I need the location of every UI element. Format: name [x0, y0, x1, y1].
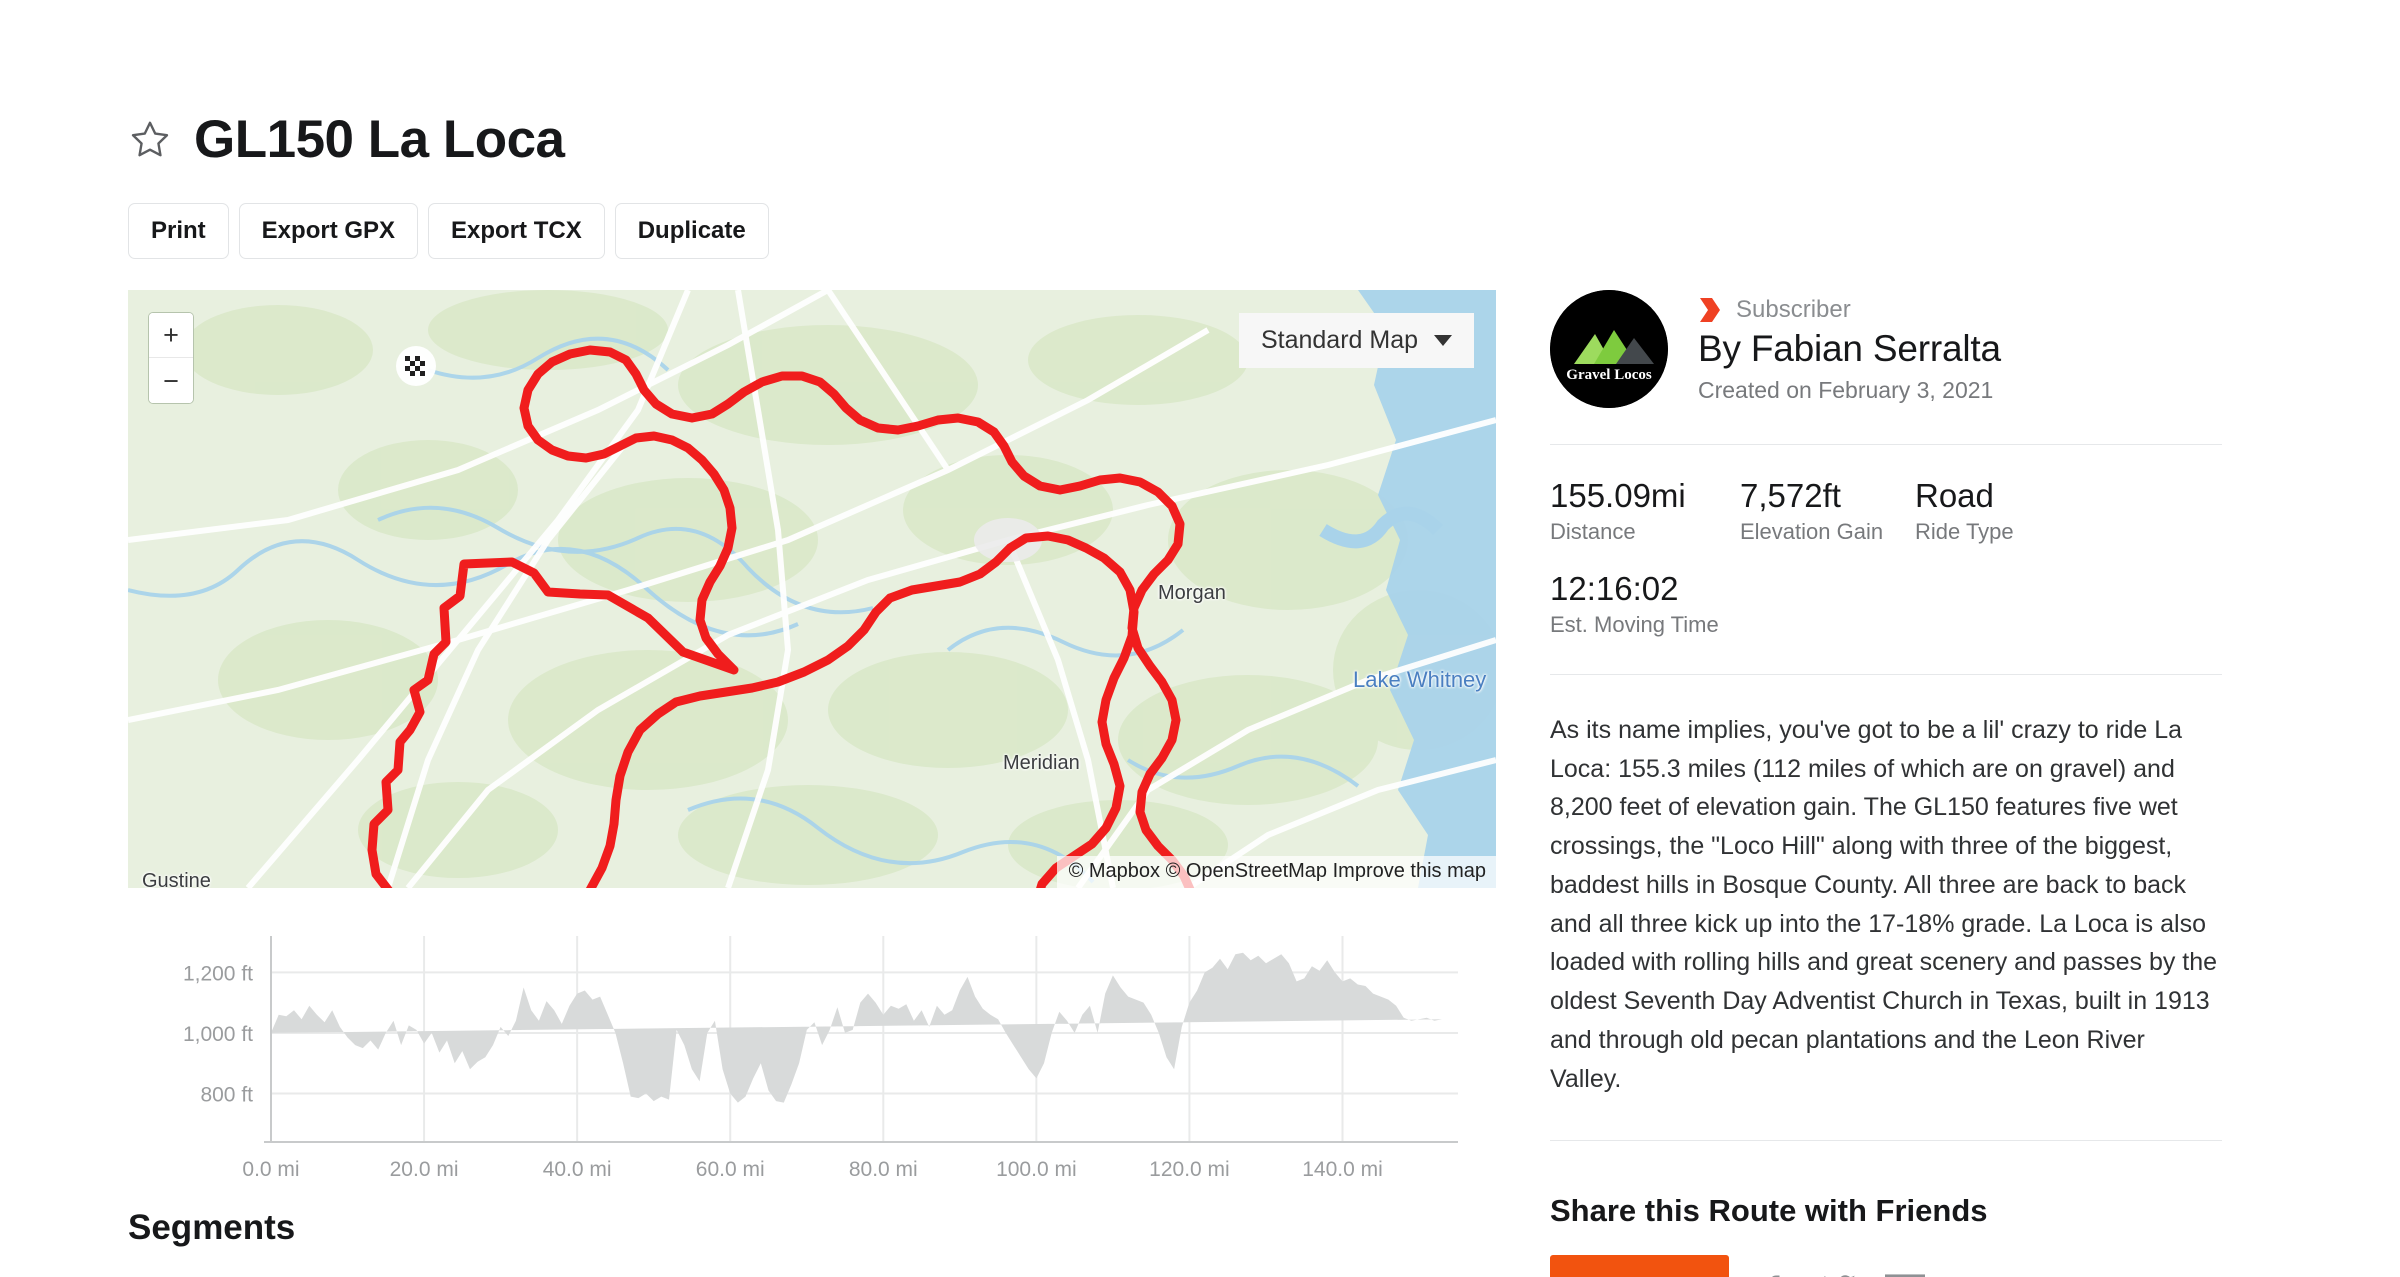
stat-moving-time-value: 12:16:02	[1550, 569, 1679, 607]
print-button[interactable]: Print	[128, 203, 229, 259]
x-tick-labels: 0.0 mi 20.0 mi 40.0 mi 60.0 mi 80.0 mi 100.0 …	[242, 1158, 1382, 1181]
avatar[interactable]: Gravel Locos	[1550, 290, 1668, 408]
svg-text:60.0 mi: 60.0 mi	[696, 1158, 765, 1181]
stat-moving-time: 12:16:02 Est. Moving Time	[1550, 570, 1740, 638]
divider-1	[1550, 444, 2222, 445]
stat-moving-time-label: Est. Moving Time	[1550, 611, 1719, 637]
elevation-area	[271, 952, 1442, 1103]
map-style-label: Standard Map	[1260, 326, 1418, 354]
share-heading: Share this Route with Friends	[1550, 1193, 1988, 1229]
map-label-meridian: Meridian	[1003, 752, 1080, 774]
segments-heading: Segments	[128, 1208, 296, 1247]
svg-text:800 ft: 800 ft	[200, 1084, 253, 1107]
stat-elevation-label: Elevation Gain	[1740, 518, 1884, 544]
map-label-gustine: Gustine	[142, 870, 211, 888]
chevron-down-icon	[1434, 335, 1452, 346]
svg-text:120.0 mi: 120.0 mi	[1149, 1158, 1230, 1181]
svg-text:1,200 ft: 1,200 ft	[183, 962, 253, 985]
svg-text:80.0 mi: 80.0 mi	[849, 1158, 918, 1181]
map-label-lake-whitney: Lake Whitney	[1353, 667, 1487, 692]
checkered-flag-start-icon	[396, 346, 436, 386]
zoom-in-button[interactable]: +	[149, 313, 193, 358]
stat-elevation-gain: 7,572ft Elevation Gain	[1740, 477, 1915, 545]
map-canvas	[128, 290, 1496, 888]
share-row: Share	[1550, 1255, 2222, 1277]
svg-text:20.0 mi: 20.0 mi	[390, 1158, 459, 1181]
facebook-icon[interactable]	[1757, 1271, 1793, 1277]
route-path	[367, 345, 1195, 888]
stat-ride-type-label: Ride Type	[1915, 518, 2014, 544]
map-label-morgan: Morgan	[1158, 582, 1226, 604]
title-row: GL150 La Loca	[128, 113, 565, 166]
stat-ride-type-value: Road	[1915, 477, 1994, 514]
subscriber-chevron-icon	[1700, 298, 1720, 322]
svg-text:40.0 mi: 40.0 mi	[543, 1158, 612, 1181]
svg-text:140.0 mi: 140.0 mi	[1302, 1158, 1383, 1181]
divider-2	[1550, 673, 2222, 675]
created-date: Created on February 3, 2021	[1698, 377, 1994, 403]
action-button-group: Print Export GPX Export TCX Duplicate	[128, 203, 769, 259]
stat-distance-label: Distance	[1550, 518, 1636, 544]
stat-distance-value: 155.09mi	[1550, 477, 1686, 514]
map-zoom-controls: + −	[148, 312, 194, 404]
svg-text:1,000 ft: 1,000 ft	[183, 1023, 253, 1046]
svg-text:100.0 mi: 100.0 mi	[996, 1158, 1077, 1181]
subscriber-badge: Subscriber	[1698, 296, 2001, 324]
route-description: As its name implies, you've got to be a …	[1550, 715, 2218, 1093]
map-attribution[interactable]: © Mapbox © OpenStreetMap Improve this ma…	[1056, 856, 1496, 888]
page-title: GL150 La Loca	[194, 110, 565, 169]
author-name[interactable]: By Fabian Serralta	[1698, 328, 2001, 369]
author-block: Gravel Locos Subscriber By Fabian Serral…	[1550, 290, 2222, 408]
stat-distance: 155.09mi Distance	[1550, 477, 1740, 545]
export-tcx-button[interactable]: Export TCX	[428, 203, 605, 259]
elevation-chart[interactable]: 800 ft 1,000 ft 1,200 ft 0.0 mi 20.0 mi 40.0…	[128, 920, 1496, 1190]
route-sidebar: Gravel Locos Subscriber By Fabian Serral…	[1550, 290, 2222, 1277]
y-tick-labels: 800 ft 1,000 ft 1,200 ft	[183, 962, 253, 1106]
divider-3	[1550, 1140, 2222, 1142]
duplicate-button[interactable]: Duplicate	[614, 203, 769, 259]
subscriber-label: Subscriber	[1736, 296, 1851, 323]
stat-ride-type: Road Ride Type	[1915, 477, 2095, 545]
share-button[interactable]: Share	[1550, 1255, 1730, 1277]
twitter-icon[interactable]	[1821, 1271, 1857, 1277]
stats-block: 155.09mi Distance 7,572ft Elevation Gain…	[1550, 477, 2222, 638]
elevation-chart-canvas: 800 ft 1,000 ft 1,200 ft 0.0 mi 20.0 mi 40.0…	[183, 936, 1458, 1181]
stat-elevation-value: 7,572ft	[1740, 477, 1841, 514]
zoom-out-button[interactable]: −	[149, 358, 193, 403]
stats-row-secondary: 12:16:02 Est. Moving Time	[1550, 570, 2222, 638]
stats-row-primary: 155.09mi Distance 7,572ft Elevation Gain…	[1550, 477, 2222, 545]
star-outline-icon[interactable]	[128, 118, 172, 162]
export-gpx-button[interactable]: Export GPX	[238, 203, 419, 259]
avatar-text: Gravel Locos	[1566, 367, 1652, 383]
email-icon[interactable]	[1885, 1271, 1926, 1277]
route-map[interactable]: Morgan Lake Whitney Meridian Gustine Cra…	[128, 290, 1496, 888]
map-style-selector[interactable]: Standard Map	[1238, 313, 1474, 368]
svg-text:0.0 mi: 0.0 mi	[242, 1158, 299, 1181]
